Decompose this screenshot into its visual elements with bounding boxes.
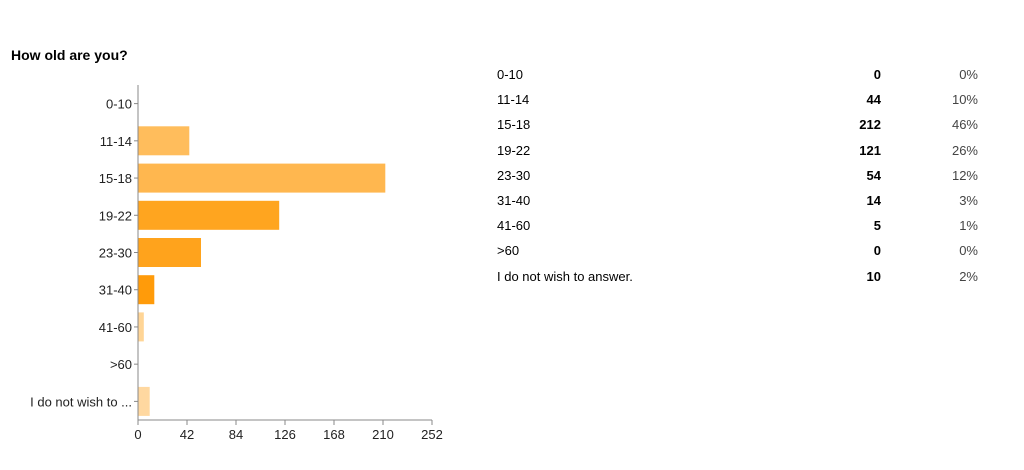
summary-count: 10 <box>866 268 881 284</box>
bar <box>138 200 280 230</box>
y-tick-label: 15-18 <box>99 171 132 186</box>
summary-table: 0-10 0 0% 11-14 44 10% 15-18 212 46% 19-22 121 26% 2… <box>497 62 978 289</box>
x-tick-label: 42 <box>180 427 194 442</box>
summary-count: 5 <box>873 218 881 234</box>
bar <box>138 386 150 416</box>
summary-percent: 1% <box>959 218 978 234</box>
bar <box>138 275 155 305</box>
summary-count: 212 <box>859 117 881 133</box>
x-tick-label: 252 <box>421 427 443 442</box>
x-tick-label: 84 <box>229 427 243 442</box>
summary-count: 44 <box>866 92 881 108</box>
summary-count: 14 <box>866 193 881 209</box>
question-title: How old are you? <box>11 47 128 63</box>
summary-count: 0 <box>873 67 881 83</box>
summary-row: 0-10 0 0% <box>497 62 978 87</box>
x-tick-label: 126 <box>274 427 296 442</box>
summary-percent: 2% <box>959 268 978 284</box>
summary-percent: 10% <box>951 92 978 108</box>
y-tick-label: >60 <box>110 357 132 372</box>
summary-row: 31-40 14 3% <box>497 188 978 213</box>
y-tick-label: 19-22 <box>99 208 132 223</box>
summary-category: 23-30 <box>497 167 531 183</box>
y-tick-label: 0-10 <box>106 97 132 112</box>
y-tick-label: 23-30 <box>99 246 132 261</box>
summary-percent: 12% <box>951 167 978 183</box>
summary-category: 41-60 <box>497 218 531 234</box>
summary-table-body: 0-10 0 0% 11-14 44 10% 15-18 212 46% 19-22 121 26% 2… <box>497 62 978 289</box>
summary-percent: 3% <box>959 193 978 209</box>
y-tick-label: 31-40 <box>99 283 132 298</box>
y-tick-label: 11-14 <box>100 134 132 149</box>
summary-category: >60 <box>497 243 520 259</box>
bar <box>138 312 144 342</box>
summary-count: 121 <box>859 142 881 158</box>
bar <box>138 163 386 193</box>
summary-percent: 0% <box>959 243 978 259</box>
age-bar-chart: 0-10 11-14 15-18 19-22 23-30 31-40 41-60 >60 I d… <box>30 85 443 442</box>
y-tick-label: 41-60 <box>99 320 132 335</box>
summary-row: 11-14 44 10% <box>497 87 978 112</box>
summary-percent: 46% <box>951 117 978 133</box>
x-tick-label: 0 <box>134 427 141 442</box>
summary-count: 0 <box>873 243 881 259</box>
summary-category: 0-10 <box>497 67 524 83</box>
summary-category: 15-18 <box>497 117 531 133</box>
summary-row: 15-18 212 46% <box>497 112 978 137</box>
summary-row: >60 0 0% <box>497 238 978 263</box>
summary-category: 11-14 <box>497 92 530 108</box>
summary-row: I do not wish to answer. 10 2% <box>497 264 978 289</box>
summary-count: 54 <box>866 167 881 183</box>
summary-row: 19-22 121 26% <box>497 138 978 163</box>
summary-percent: 0% <box>959 67 978 83</box>
summary-category: 31-40 <box>497 193 531 209</box>
y-tick-label: I do not wish to ... <box>30 394 132 409</box>
bar <box>138 126 190 156</box>
x-tick-label: 168 <box>323 427 345 442</box>
bar <box>138 238 201 267</box>
summary-row: 23-30 54 12% <box>497 163 978 188</box>
x-tick-label: 210 <box>372 427 394 442</box>
summary-category: 19-22 <box>497 142 531 158</box>
summary-category: I do not wish to answer. <box>497 268 633 284</box>
summary-percent: 26% <box>951 142 978 158</box>
summary-row: 41-60 5 1% <box>497 213 978 238</box>
